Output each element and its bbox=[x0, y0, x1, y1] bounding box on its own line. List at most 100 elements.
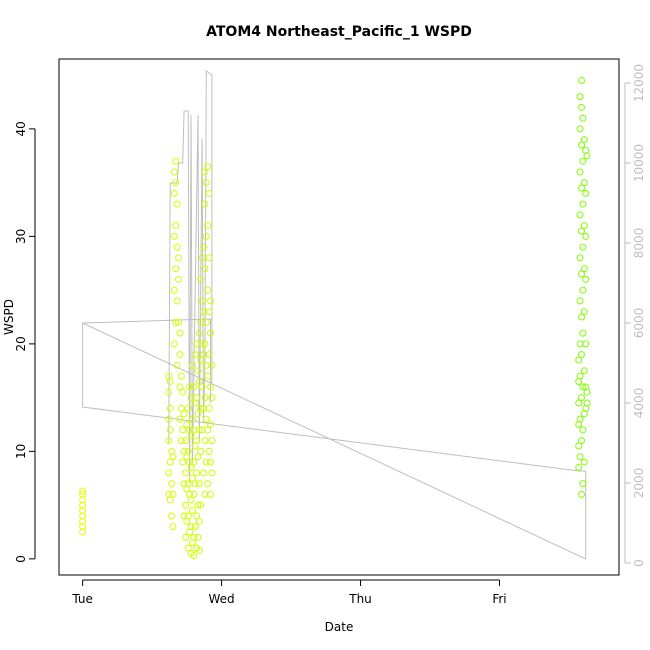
data-point bbox=[576, 125, 584, 133]
data-point bbox=[200, 243, 207, 251]
data-point bbox=[179, 426, 187, 434]
data-point bbox=[175, 254, 182, 262]
y2-tick-label: 8000 bbox=[632, 228, 646, 259]
data-point bbox=[576, 254, 584, 262]
data-point bbox=[198, 254, 206, 262]
data-point bbox=[190, 552, 198, 560]
data-point bbox=[184, 544, 192, 552]
data-point bbox=[182, 437, 189, 445]
data-point bbox=[166, 404, 174, 412]
data-point bbox=[191, 480, 199, 488]
data-point bbox=[79, 487, 87, 495]
data-point bbox=[204, 426, 212, 434]
data-point bbox=[170, 340, 178, 348]
data-point bbox=[207, 458, 214, 466]
data-point bbox=[205, 351, 213, 359]
data-point bbox=[170, 232, 178, 240]
y-tick-label: 0 bbox=[14, 555, 28, 563]
y2-tick-label: 0 bbox=[632, 559, 646, 567]
data-point bbox=[197, 447, 205, 455]
y-axis-right: 0 2000 4000 6000 8000 10000 12000 bbox=[624, 64, 646, 567]
data-point bbox=[180, 410, 188, 418]
data-point bbox=[576, 93, 584, 101]
data-point bbox=[175, 318, 182, 326]
data-point bbox=[187, 464, 195, 471]
data-point bbox=[207, 329, 214, 337]
y2-tick-label: 10000 bbox=[632, 144, 646, 182]
data-point bbox=[194, 453, 202, 461]
data-point bbox=[166, 496, 174, 504]
data-point bbox=[204, 286, 212, 294]
y2-tick-label: 12000 bbox=[632, 64, 646, 102]
data-point bbox=[179, 458, 187, 466]
data-point bbox=[194, 533, 202, 541]
data-point bbox=[202, 458, 210, 466]
data-point bbox=[172, 179, 180, 187]
data-point bbox=[184, 512, 192, 520]
data-point bbox=[195, 480, 203, 488]
data-point bbox=[576, 415, 584, 423]
data-point bbox=[79, 490, 87, 498]
data-point bbox=[179, 388, 187, 396]
data-point bbox=[173, 243, 181, 251]
data-point bbox=[583, 399, 591, 407]
data-point bbox=[207, 383, 214, 391]
data-point bbox=[180, 447, 188, 455]
data-point bbox=[175, 275, 182, 283]
data-point bbox=[578, 351, 585, 359]
y-tick-label: 40 bbox=[14, 121, 28, 136]
data-point bbox=[172, 157, 180, 165]
data-point bbox=[583, 152, 591, 160]
data-point bbox=[575, 356, 583, 364]
data-point bbox=[579, 480, 587, 488]
data-point bbox=[576, 168, 584, 176]
x-tick-label: Tue bbox=[71, 592, 93, 606]
data-point bbox=[169, 490, 177, 498]
data-point bbox=[170, 189, 178, 197]
data-point bbox=[579, 426, 587, 434]
data-point bbox=[575, 442, 583, 450]
data-point bbox=[200, 469, 207, 477]
data-point bbox=[187, 523, 195, 531]
data-point bbox=[201, 168, 209, 176]
y2-tick-label: 4000 bbox=[632, 388, 646, 419]
data-point bbox=[576, 372, 584, 380]
data-point bbox=[79, 507, 87, 514]
data-point bbox=[188, 415, 196, 423]
data-point bbox=[575, 464, 583, 471]
data-point bbox=[165, 469, 173, 477]
data-point bbox=[182, 533, 189, 541]
data-point bbox=[187, 431, 195, 439]
data-point bbox=[198, 383, 206, 391]
data-point bbox=[79, 496, 87, 504]
data-point bbox=[578, 394, 585, 402]
data-point bbox=[193, 469, 201, 477]
data-point bbox=[169, 523, 177, 531]
data-point bbox=[578, 227, 585, 235]
data-point bbox=[580, 308, 588, 316]
data-point bbox=[190, 458, 198, 466]
data-point bbox=[184, 480, 192, 488]
data-point bbox=[201, 340, 209, 348]
data-point bbox=[578, 490, 585, 498]
data-point bbox=[170, 168, 178, 176]
data-point bbox=[168, 480, 176, 488]
data-point bbox=[579, 383, 587, 391]
data-point bbox=[195, 426, 203, 434]
data-point bbox=[208, 361, 216, 369]
data-point bbox=[188, 361, 196, 369]
data-point bbox=[578, 313, 585, 321]
data-point bbox=[173, 200, 181, 208]
data-point bbox=[204, 480, 212, 488]
data-point bbox=[193, 512, 201, 520]
data-point bbox=[184, 404, 192, 412]
data-point bbox=[194, 501, 202, 509]
data-point bbox=[177, 404, 185, 412]
data-point bbox=[168, 512, 176, 520]
data-point bbox=[207, 297, 214, 305]
data-point bbox=[579, 114, 587, 122]
data-point bbox=[202, 318, 210, 326]
data-point bbox=[197, 356, 205, 364]
data-point bbox=[191, 351, 199, 359]
data-point bbox=[79, 528, 87, 536]
